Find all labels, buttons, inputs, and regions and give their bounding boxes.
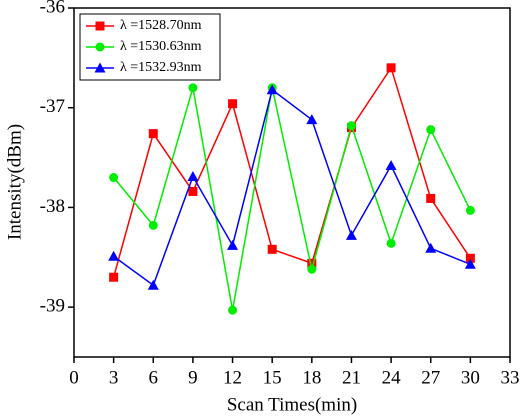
marker	[94, 62, 106, 73]
x-tick-label: 0	[69, 367, 79, 388]
marker	[266, 84, 278, 95]
plot-frame	[73, 7, 511, 358]
marker	[109, 173, 119, 183]
marker	[307, 258, 317, 268]
series-line	[113, 88, 471, 287]
marker	[148, 129, 158, 139]
marker	[385, 160, 397, 171]
marker	[188, 83, 198, 93]
y-tick-label: -38	[40, 196, 65, 217]
marker	[426, 193, 436, 203]
series-line	[112, 66, 471, 278]
marker	[386, 238, 396, 248]
marker	[188, 186, 198, 196]
marker	[426, 125, 436, 135]
marker	[306, 114, 318, 125]
marker	[227, 239, 239, 250]
x-tick-label: 3	[109, 367, 119, 388]
marker	[108, 250, 120, 261]
marker	[147, 279, 159, 290]
x-tick-label: 27	[421, 367, 440, 388]
legend-label: λ =1532.93nm	[120, 60, 202, 75]
marker	[228, 99, 238, 109]
marker	[109, 272, 119, 282]
marker	[465, 205, 475, 215]
marker	[187, 171, 199, 182]
y-tick-label: -39	[40, 296, 65, 317]
x-tick-label: 30	[461, 367, 480, 388]
marker	[345, 229, 357, 240]
y-tick-label: -37	[40, 96, 65, 117]
marker	[464, 258, 476, 269]
series-line	[113, 87, 472, 311]
x-tick-label: 15	[263, 367, 282, 388]
y-axis-label: Intensity(dBm)	[4, 124, 25, 240]
marker	[307, 264, 317, 274]
x-tick-label: 33	[501, 367, 520, 388]
y-tick-label: -36	[40, 0, 65, 17]
marker	[148, 220, 158, 230]
x-tick-label: 9	[188, 367, 198, 388]
marker	[228, 305, 238, 315]
marker	[95, 21, 105, 31]
marker	[425, 242, 437, 253]
marker	[386, 63, 396, 73]
x-tick-label: 24	[382, 367, 402, 388]
marker	[95, 42, 105, 52]
legend-label: λ =1528.70nm	[120, 18, 202, 33]
marker	[346, 121, 356, 131]
legend-label: λ =1530.63nm	[120, 39, 202, 54]
x-tick-label: 12	[223, 367, 242, 388]
x-tick-label: 21	[342, 367, 361, 388]
marker	[267, 244, 277, 254]
x-tick-label: 18	[302, 367, 321, 388]
x-tick-label: 6	[149, 367, 159, 388]
marker	[465, 253, 475, 263]
x-axis-label: Scan Times(min)	[227, 394, 357, 415]
legend: λ =1528.70nm λ =1530.63nm λ =1532.93nm	[79, 13, 221, 81]
